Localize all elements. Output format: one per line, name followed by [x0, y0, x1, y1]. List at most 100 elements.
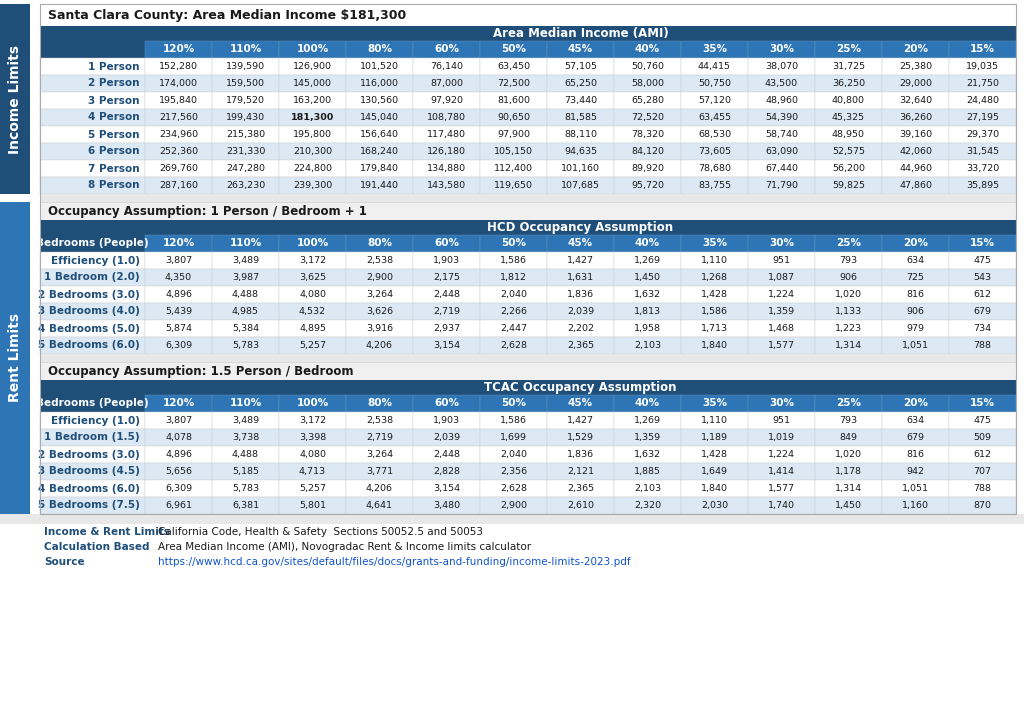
Text: 870: 870	[974, 501, 991, 510]
Text: 40,800: 40,800	[831, 96, 865, 105]
Bar	[815, 429, 882, 446]
Text: 50%: 50%	[501, 398, 526, 408]
Text: 2,538: 2,538	[366, 256, 393, 265]
Text: 2,320: 2,320	[634, 501, 662, 510]
Bar	[0, 202, 30, 514]
Bar	[815, 58, 882, 75]
Text: 35%: 35%	[702, 238, 727, 248]
Bar	[949, 480, 1016, 497]
Text: 31,545: 31,545	[966, 147, 999, 156]
Bar	[40, 320, 145, 337]
Text: California Code, Health & Safety  Sections 50052.5 and 50053: California Code, Health & Safety Section…	[158, 527, 483, 537]
Text: Area Median Income (AMI): Area Median Income (AMI)	[493, 27, 669, 40]
Bar	[413, 337, 480, 354]
Text: 1,812: 1,812	[500, 273, 527, 282]
Text: 1,836: 1,836	[567, 290, 594, 299]
Text: 2,103: 2,103	[634, 484, 662, 493]
Bar	[614, 75, 681, 92]
Text: 73,440: 73,440	[564, 96, 597, 105]
Bar	[547, 337, 614, 354]
Bar	[480, 109, 547, 126]
Bar	[614, 109, 681, 126]
Bar	[413, 303, 480, 320]
Bar	[145, 303, 212, 320]
Text: Rent Limits: Rent Limits	[8, 313, 22, 403]
Bar	[279, 303, 346, 320]
Text: Efficiency (1.0): Efficiency (1.0)	[51, 416, 140, 426]
Text: 942: 942	[906, 467, 925, 476]
Bar	[882, 92, 949, 109]
Bar	[547, 463, 614, 480]
Text: https://www.hcd.ca.gov/sites/default/files/docs/grants-and-funding/income-limits: https://www.hcd.ca.gov/sites/default/fil…	[158, 557, 631, 567]
Text: 1 Person: 1 Person	[88, 61, 140, 71]
Bar	[40, 26, 145, 41]
Bar	[480, 463, 547, 480]
Text: 3,807: 3,807	[165, 416, 193, 425]
Text: 5,783: 5,783	[232, 484, 259, 493]
Bar	[145, 92, 212, 109]
Text: 4,206: 4,206	[366, 484, 393, 493]
Text: 5,257: 5,257	[299, 341, 326, 350]
Bar	[145, 126, 212, 143]
Text: 20%: 20%	[903, 44, 928, 54]
Text: 63,450: 63,450	[497, 62, 530, 71]
Text: 2,039: 2,039	[567, 307, 594, 316]
Text: 269,760: 269,760	[159, 164, 198, 173]
Text: Income & Rent Limits: Income & Rent Limits	[44, 527, 170, 537]
Bar	[681, 463, 748, 480]
Bar	[547, 252, 614, 269]
Bar	[413, 446, 480, 463]
Text: 1 Bedroom (2.0): 1 Bedroom (2.0)	[44, 273, 140, 283]
Text: 2,719: 2,719	[433, 307, 460, 316]
Bar	[346, 446, 413, 463]
Bar	[480, 446, 547, 463]
Bar	[748, 286, 815, 303]
Bar	[145, 220, 1016, 235]
Text: 120%: 120%	[163, 238, 195, 248]
Bar	[145, 75, 212, 92]
Text: 15%: 15%	[970, 238, 995, 248]
Text: 4,532: 4,532	[299, 307, 326, 316]
Bar	[212, 480, 279, 497]
Bar	[480, 235, 547, 252]
Text: 849: 849	[840, 433, 857, 442]
Text: 1,577: 1,577	[768, 341, 795, 350]
Text: 4 Bedrooms (6.0): 4 Bedrooms (6.0)	[38, 483, 140, 493]
Bar	[815, 320, 882, 337]
Bar	[279, 75, 346, 92]
Bar	[212, 286, 279, 303]
Text: 45,325: 45,325	[831, 113, 865, 122]
Text: 60%: 60%	[434, 238, 459, 248]
Text: 1 Bedroom (1.5): 1 Bedroom (1.5)	[44, 433, 140, 443]
Bar	[40, 41, 145, 58]
Text: 20%: 20%	[903, 238, 928, 248]
Text: 1,468: 1,468	[768, 324, 795, 333]
Bar	[547, 320, 614, 337]
Text: 1,428: 1,428	[701, 450, 728, 459]
Bar	[212, 177, 279, 194]
Bar	[815, 126, 882, 143]
Text: 3,398: 3,398	[299, 433, 326, 442]
Text: 65,250: 65,250	[564, 79, 597, 88]
Bar	[815, 109, 882, 126]
Bar	[480, 395, 547, 412]
Bar	[547, 109, 614, 126]
Text: 59,825: 59,825	[831, 181, 865, 190]
Bar	[681, 41, 748, 58]
Text: 1,269: 1,269	[634, 256, 662, 265]
Text: 97,900: 97,900	[497, 130, 530, 139]
Bar	[279, 395, 346, 412]
Text: 1,189: 1,189	[701, 433, 728, 442]
Text: 1,885: 1,885	[634, 467, 662, 476]
Bar	[0, 4, 30, 194]
Text: 2,719: 2,719	[366, 433, 393, 442]
Bar	[949, 269, 1016, 286]
Text: Bedrooms (People): Bedrooms (People)	[36, 398, 148, 408]
Bar	[748, 395, 815, 412]
Bar	[748, 446, 815, 463]
Bar	[681, 126, 748, 143]
Bar	[279, 286, 346, 303]
Bar	[145, 269, 212, 286]
Bar	[212, 337, 279, 354]
Bar	[40, 194, 1016, 202]
